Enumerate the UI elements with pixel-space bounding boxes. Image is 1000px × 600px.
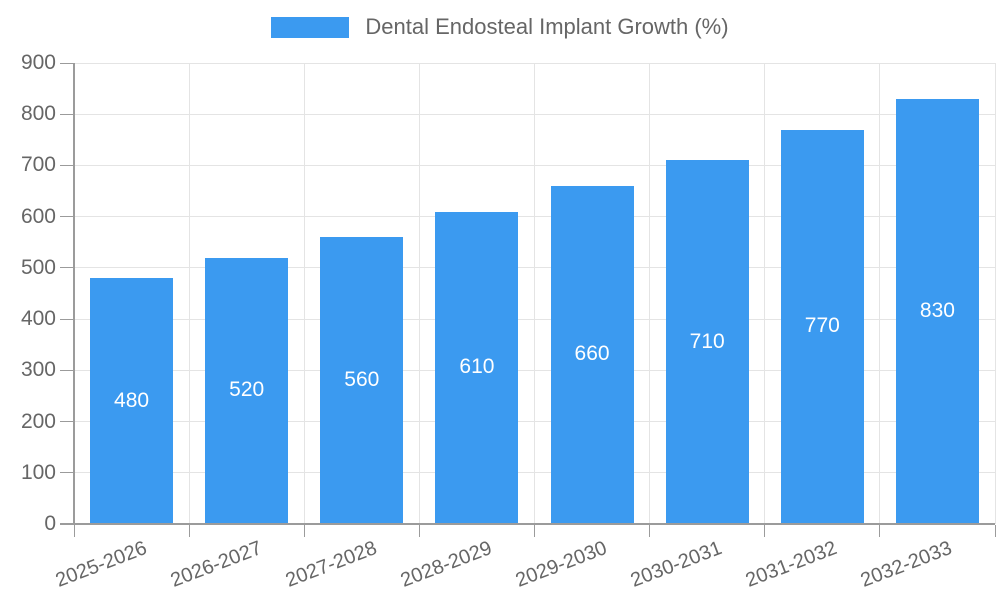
y-axis-tick-label: 900 [20, 51, 56, 74]
x-axis-tick [303, 525, 305, 537]
legend-label[interactable]: Dental Endosteal Implant Growth (%) [365, 14, 729, 39]
y-axis-tick [60, 216, 74, 218]
gridline-vertical [303, 63, 305, 524]
bar: 660 [550, 185, 634, 523]
y-axis-tick [60, 62, 74, 64]
y-axis-tick-label: 500 [20, 255, 56, 279]
bar-value-label: 770 [804, 314, 840, 338]
x-axis-tick [764, 525, 766, 537]
x-axis-tick [73, 525, 75, 537]
x-axis-tick [879, 525, 881, 537]
bar-value-label: 560 [344, 368, 380, 392]
gridline-vertical [534, 63, 535, 524]
x-axis-tick [649, 525, 651, 537]
y-axis-tick [60, 421, 74, 423]
bar: 770 [780, 129, 864, 523]
x-axis-tick [188, 525, 190, 537]
bar: 520 [205, 257, 289, 523]
y-axis-tick-label: 200 [20, 409, 56, 433]
y-axis-tick [60, 164, 74, 166]
bar: 830 [895, 98, 979, 523]
gridline-vertical [649, 63, 651, 524]
bar-value-label: 830 [919, 298, 955, 322]
y-axis-tick-label: 300 [20, 358, 56, 382]
gridline-vertical [418, 63, 420, 524]
y-axis-tick [60, 267, 74, 269]
bar: 610 [435, 211, 519, 523]
x-axis-line [60, 523, 995, 525]
y-axis-tick-label: 100 [20, 460, 56, 484]
y-axis-tick-label: 800 [20, 102, 56, 126]
y-axis-tick [60, 318, 74, 320]
x-axis-tick [534, 525, 535, 537]
x-axis-tick [994, 525, 996, 537]
bar-value-label: 710 [689, 329, 725, 353]
gridline-vertical [994, 63, 996, 524]
y-axis-tick-label: 600 [20, 204, 56, 228]
bar: 710 [665, 160, 749, 523]
bar-value-label: 610 [459, 355, 495, 379]
y-axis-tick [60, 113, 74, 115]
y-axis-tick-label: 400 [20, 307, 56, 331]
y-axis-tick [60, 472, 74, 474]
legend-swatch[interactable] [271, 16, 350, 38]
bar-value-label: 520 [229, 378, 265, 402]
y-axis-tick-label: 700 [20, 153, 56, 177]
bar: 560 [320, 237, 404, 523]
bar: 480 [90, 278, 174, 523]
y-axis-tick-label: 0 [44, 512, 56, 535]
y-axis-line [73, 63, 75, 525]
gridline-vertical [188, 63, 190, 524]
bar-value-label: 480 [114, 388, 150, 412]
gridline-vertical [764, 63, 766, 524]
gridline-vertical [879, 63, 881, 524]
x-axis-tick [418, 525, 420, 537]
bar-value-label: 660 [574, 342, 610, 366]
legend: Dental Endosteal Implant Growth (%) [0, 14, 1000, 40]
y-axis-tick [60, 369, 74, 371]
